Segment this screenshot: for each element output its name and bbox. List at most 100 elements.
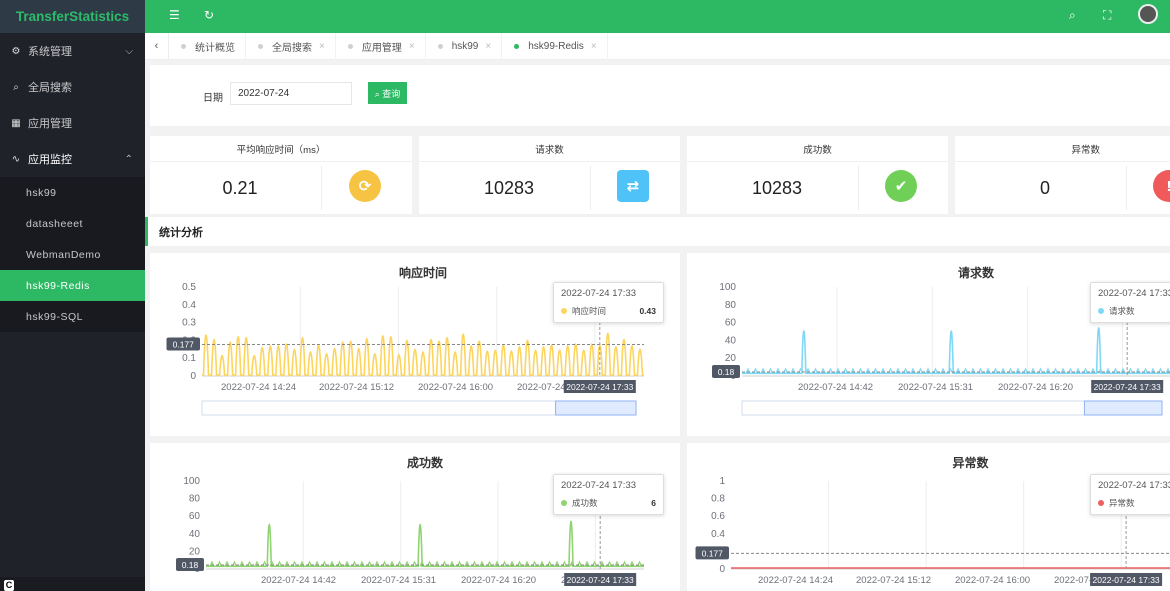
y-tick-label: 0.5 — [182, 282, 196, 293]
tab-hsk99-redis[interactable]: hsk99-Redis × — [502, 32, 608, 60]
chevron-up-icon: ⌃ — [124, 153, 133, 165]
zoom-slider-window — [555, 400, 637, 416]
y-tick-label: 0.6 — [711, 511, 725, 522]
nav-system-management[interactable]: ⚙ 系统管理 ⌵ — [0, 33, 145, 69]
gear-icon: ⚙ — [11, 45, 21, 57]
tooltip-value: 0.43 — [639, 306, 656, 316]
stat-title: 请求数 — [419, 136, 680, 162]
series-line — [742, 327, 1170, 375]
nav-global-search[interactable]: ⌕ 全局搜索 — [0, 69, 145, 105]
x-tick-label: 2022-07-24 16:00 — [418, 382, 493, 393]
series-dot-icon — [1098, 308, 1104, 314]
sidebar-item-hsk99-sql[interactable]: hsk99-SQL — [26, 310, 84, 323]
warning-icon: ! — [1153, 170, 1170, 202]
stat-divider — [321, 166, 322, 210]
cursor-label: 2022-07-24 17:33 — [566, 382, 633, 392]
nav-app-management[interactable]: ▦ 应用管理 — [0, 105, 145, 141]
series-dot-icon — [561, 500, 567, 506]
close-icon[interactable]: × — [590, 40, 597, 52]
close-icon[interactable]: × — [408, 40, 415, 52]
tab-hsk99[interactable]: hsk99 × — [426, 32, 503, 60]
tab-overview[interactable]: 统计概览 — [169, 32, 246, 60]
tab-label: hsk99 — [451, 40, 479, 52]
cursor-badge — [563, 380, 636, 393]
markline-label: 0.177 — [702, 548, 724, 558]
tooltip-series: 成功数 — [572, 498, 598, 508]
x-tick-label: 2022-07-24 14:24 — [221, 382, 296, 393]
y-tick-label: 80 — [725, 300, 737, 311]
search-icon: ⌕ — [13, 81, 19, 93]
y-tick-label: 0.1 — [182, 353, 196, 364]
brand-title[interactable]: TransferStatistics — [0, 0, 145, 33]
chart-tooltip: 2022-07-24 17:33 响应时间 0.43 — [553, 282, 664, 323]
tab-label: hsk99-Redis — [528, 40, 584, 52]
tab-app-management[interactable]: 应用管理 × — [336, 32, 426, 60]
y-tick-label: 1 — [719, 476, 725, 487]
tab-label: 应用管理 — [361, 42, 402, 54]
x-tick-label: 2022-07-24 14:42 — [798, 382, 873, 393]
clock-refresh-icon: ⟳ — [349, 170, 381, 202]
tabs-back-icon[interactable]: ‹ — [145, 32, 169, 60]
tab-dot — [181, 43, 186, 49]
y-tick-label: 0.3 — [182, 318, 196, 329]
stat-divider — [590, 166, 591, 210]
chart-svg: 成功数1008060402002022-07-24 14:422022-07-2… — [176, 455, 644, 586]
y-tick-label: 40 — [189, 529, 201, 540]
tab-global-search[interactable]: 全局搜索 × — [246, 32, 336, 60]
close-icon[interactable]: × — [319, 40, 325, 52]
y-tick-label: 100 — [183, 476, 200, 487]
tab-label: 全局搜索 — [272, 42, 312, 54]
search-icon[interactable]: ⌕ — [1069, 8, 1076, 22]
stat-title: 异常数 — [955, 136, 1170, 162]
close-icon[interactable]: × — [485, 40, 492, 52]
menu-toggle-icon[interactable]: ☰ — [169, 8, 180, 22]
tabs-bar: ‹ 统计概览 全局搜索 × 应用管理 × hsk99 × hsk99-Redis… — [145, 32, 1170, 60]
markline-label: 0.177 — [173, 339, 195, 349]
tab-dot — [514, 43, 520, 49]
nav-label: 系统管理 — [28, 46, 72, 58]
fullscreen-icon[interactable]: ⛶ — [1103, 8, 1112, 22]
sidebar-item-datasheeet[interactable]: datasheeet — [26, 217, 83, 230]
tooltip-series: 异常数 — [1109, 498, 1135, 508]
markline-badge — [166, 337, 200, 351]
markline-label: 0.18 — [182, 560, 199, 570]
tooltip-time: 2022-07-24 17:33 — [1098, 480, 1170, 491]
query-button[interactable]: ⌕ 查询 — [368, 82, 407, 104]
y-tick-label: 100 — [719, 282, 736, 293]
stat-value: 10283 — [483, 177, 535, 198]
y-tick-label: 0 — [719, 564, 725, 575]
monitor-submenu: hsk99 datasheeet WebmanDemo hsk99-Redis … — [0, 177, 145, 332]
series-dot-icon — [1098, 500, 1104, 506]
chart-title: 响应时间 — [399, 265, 447, 280]
zoom-slider-window — [1083, 400, 1163, 416]
sidebar-item-webmandemo[interactable]: WebmanDemo — [26, 248, 101, 261]
markline-badge — [695, 546, 729, 560]
avatar[interactable] — [1138, 4, 1158, 24]
y-tick-label: 0.4 — [182, 300, 196, 311]
sidebar: TransferStatistics ⚙ 系统管理 ⌵ ⌕ 全局搜索 ▦ 应用管… — [0, 0, 145, 591]
refresh-icon[interactable]: ↻ — [204, 8, 215, 22]
tooltip-time: 2022-07-24 17:33 — [1098, 288, 1170, 299]
date-label: 日期 — [203, 93, 223, 104]
footer-badge-icon[interactable]: C — [4, 580, 14, 591]
top-header: ☰ ↻ ⌕ ⛶ — [145, 0, 1170, 33]
nav-app-monitor[interactable]: ∿ 应用监控 ⌃ — [0, 141, 145, 177]
chart-tooltip: 2022-07-24 17:33 异常数 — [1090, 474, 1170, 515]
chart-title: 请求数 — [958, 265, 995, 280]
nav-label: 应用管理 — [28, 118, 72, 130]
y-tick-label: 60 — [725, 318, 737, 329]
date-input[interactable] — [230, 82, 352, 105]
monitor-transfer-icon: ⇄ — [617, 170, 649, 202]
stat-title: 成功数 — [687, 136, 948, 162]
x-tick-label: 2022-07-24 14:24 — [758, 575, 833, 586]
stat-card-success: 成功数 10283 ✔ — [687, 136, 948, 214]
tab-label: 统计概览 — [195, 42, 235, 54]
cursor-label: 2022-07-24 17:33 — [1094, 382, 1161, 392]
sidebar-item-hsk99-redis[interactable]: hsk99-Redis — [0, 270, 145, 301]
tooltip-time: 2022-07-24 17:33 — [561, 288, 637, 299]
sidebar-item-hsk99[interactable]: hsk99 — [26, 186, 57, 199]
chevron-down-icon: ⌵ — [125, 45, 133, 57]
grid-icon: ▦ — [11, 117, 21, 129]
